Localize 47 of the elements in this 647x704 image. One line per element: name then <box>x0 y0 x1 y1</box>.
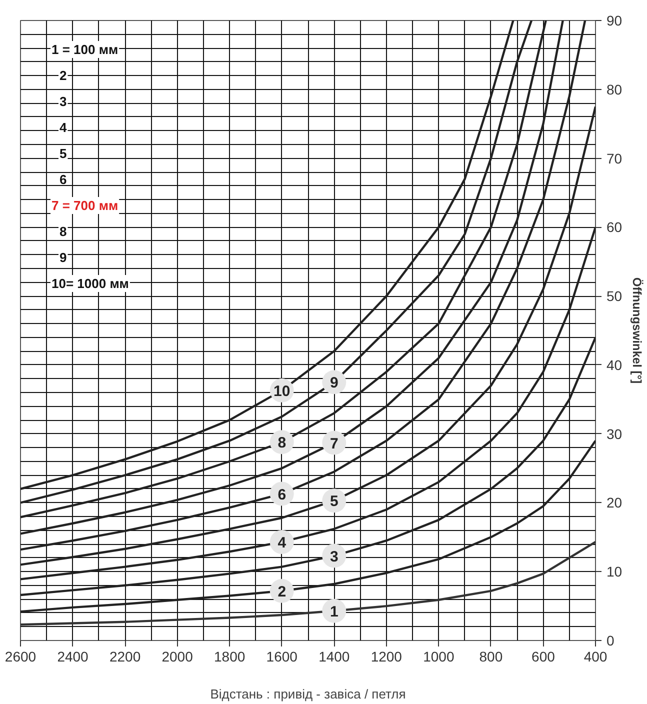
line-series <box>20 106 596 566</box>
x-tick-label: 2600 <box>4 648 36 664</box>
series-label: 8 <box>278 434 286 452</box>
x-tick-label: 1800 <box>214 648 246 664</box>
series-label: 3 <box>330 548 338 566</box>
annotation: 9 <box>60 250 67 265</box>
annotation: 7 = 700 мм <box>52 198 118 213</box>
x-tick-label: 1000 <box>423 648 454 664</box>
x-axis-title: Відстань : привід - завіса / петля <box>210 686 406 702</box>
annotation: 8 <box>60 224 67 239</box>
series-label: 1 <box>330 603 338 620</box>
annotation: 4 <box>60 120 68 135</box>
x-tick-label: 2200 <box>109 648 141 664</box>
x-tick-label: 400 <box>584 648 608 664</box>
annotation: 10= 1000 мм <box>52 276 129 291</box>
x-tick-label: 800 <box>479 648 503 664</box>
series-label: 9 <box>330 374 338 392</box>
x-tick-label: 1400 <box>318 648 350 664</box>
series-label: 2 <box>278 583 286 600</box>
line-series <box>20 226 596 580</box>
annotation: 5 <box>60 146 67 161</box>
series-label: 6 <box>278 486 286 504</box>
x-tick-label: 1600 <box>266 648 298 664</box>
annotation: 1 = 100 мм <box>52 42 118 57</box>
y-tick-label: 20 <box>606 494 622 511</box>
series-label: 4 <box>278 534 287 552</box>
y-tick-label: 90 <box>606 12 622 28</box>
y-tick-label: 40 <box>606 356 622 373</box>
y-tick-label: 70 <box>606 150 622 166</box>
x-tick-label: 2400 <box>57 648 89 664</box>
annotation: 3 <box>60 94 67 109</box>
y-tick-label: 30 <box>606 426 622 442</box>
y-tick-label: 50 <box>606 288 622 304</box>
y-axis-title: Öffnungswinkel [°] <box>630 277 644 384</box>
series-label: 7 <box>330 435 338 452</box>
series-label: 5 <box>330 493 338 510</box>
series-label: 10 <box>274 382 290 400</box>
annotation: 2 <box>60 68 67 83</box>
x-tick-label: 600 <box>532 648 556 664</box>
annotation: 6 <box>60 172 67 187</box>
line-series <box>20 336 596 596</box>
x-tick-label: 1200 <box>370 648 402 664</box>
x-tick-label: 2000 <box>162 648 194 664</box>
y-tick-label: 10 <box>606 564 622 580</box>
y-tick-label: 60 <box>606 219 622 236</box>
y-tick-label: 80 <box>606 81 622 98</box>
y-tick-label: 0 <box>606 632 614 648</box>
